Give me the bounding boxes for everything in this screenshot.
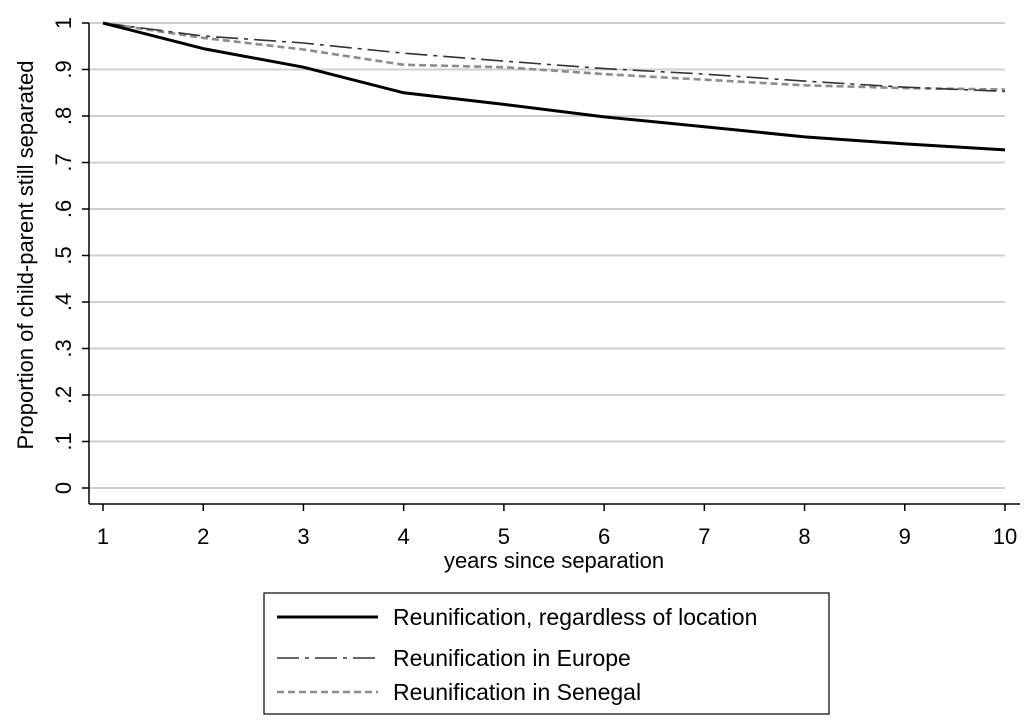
legend-label-3: Reunification in Senegal xyxy=(393,679,641,705)
series-lines xyxy=(102,21,1006,152)
x-ticks: 1 2 3 4 5 6 7 8 9 10 xyxy=(97,504,1017,549)
y-tick-label: .4 xyxy=(51,293,76,311)
gridlines xyxy=(89,22,1005,489)
y-tick-label: .8 xyxy=(51,107,76,125)
x-tick-label: 5 xyxy=(498,524,510,549)
y-axis-label: Proportion of child-parent still separat… xyxy=(13,61,38,450)
y-tick-label: 0 xyxy=(51,482,76,494)
x-tick-label: 1 xyxy=(97,524,109,549)
legend-label-2: Reunification in Europe xyxy=(393,645,631,671)
legend-items: Reunification, regardless of location Reu… xyxy=(277,604,757,705)
y-tick-label: .7 xyxy=(51,153,76,171)
axes xyxy=(88,23,1020,505)
x-axis-label: years since separation xyxy=(444,548,664,573)
y-tick-label: .9 xyxy=(51,60,76,78)
legend-label-1: Reunification, regardless of location xyxy=(393,604,757,630)
x-tick-label: 3 xyxy=(297,524,309,549)
y-ticks: 0 .1 .2 .3 .4 .5 .6 .7 .8 .9 1 xyxy=(51,17,89,494)
legend-box xyxy=(263,592,830,715)
x-tick-label: 10 xyxy=(993,524,1017,549)
x-tick-label: 6 xyxy=(598,524,610,549)
series-line-3 xyxy=(102,21,1006,91)
y-tick-label: 1 xyxy=(51,17,76,29)
y-tick-label: .2 xyxy=(51,386,76,404)
x-tick-label: 8 xyxy=(798,524,810,549)
x-tick-label: 7 xyxy=(698,524,710,549)
y-tick-label: .5 xyxy=(51,246,76,264)
legend: Reunification, regardless of location Reu… xyxy=(263,592,830,715)
y-tick-label: .1 xyxy=(51,432,76,450)
series-line-2 xyxy=(102,22,1006,93)
y-tick-label: .6 xyxy=(51,200,76,218)
series-line-1 xyxy=(102,21,1006,152)
x-tick-label: 9 xyxy=(899,524,911,549)
x-tick-label: 4 xyxy=(398,524,410,549)
x-tick-label: 2 xyxy=(197,524,209,549)
y-tick-label: .3 xyxy=(51,339,76,357)
